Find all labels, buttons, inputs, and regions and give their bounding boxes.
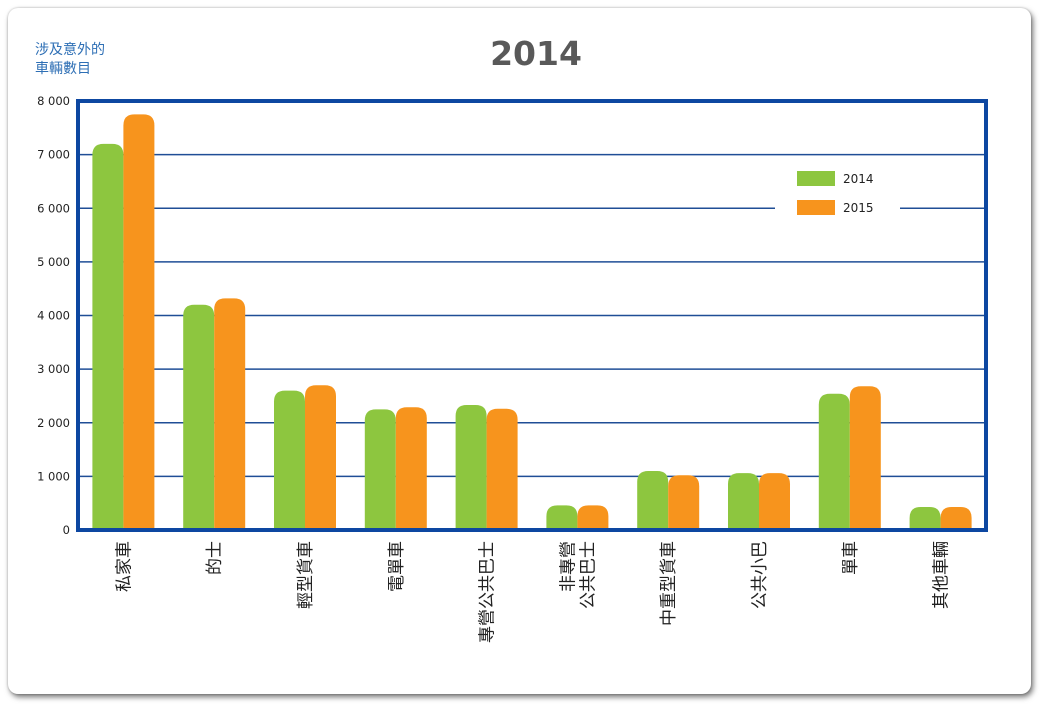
legend-label: 2014 bbox=[843, 172, 874, 186]
y-tick-label: 0 bbox=[63, 523, 70, 537]
legend-swatch-2014 bbox=[797, 171, 835, 186]
bar-2015 bbox=[486, 408, 518, 530]
y-tick-label: 7 000 bbox=[37, 148, 70, 162]
category-label: 非專營 bbox=[558, 541, 578, 592]
y-tick-label: 6 000 bbox=[37, 201, 70, 215]
y-tick-label: 2 000 bbox=[37, 416, 70, 430]
y-axis-label-line-1: 涉及意外的 bbox=[35, 42, 105, 58]
bar-2015 bbox=[849, 386, 881, 530]
y-tick-label: 8 000 bbox=[37, 94, 70, 108]
y-axis-label-line-2: 車輛數目 bbox=[35, 61, 91, 77]
category-label: 公共巴士 bbox=[578, 541, 598, 609]
bar-2015 bbox=[123, 114, 155, 530]
bar-2014 bbox=[274, 390, 305, 530]
bar-2014 bbox=[909, 506, 941, 530]
bar-2015 bbox=[395, 407, 427, 530]
y-tick-label: 1 000 bbox=[37, 469, 70, 483]
y-tick-label: 4 000 bbox=[37, 309, 70, 323]
bar-2014 bbox=[546, 505, 578, 530]
chart-title: 2014 bbox=[490, 34, 582, 73]
y-tick-label: 5 000 bbox=[37, 255, 70, 269]
bar-2014 bbox=[183, 304, 215, 530]
bar-2015 bbox=[577, 505, 609, 530]
category-label: 私家車 bbox=[114, 541, 134, 592]
bar-2014 bbox=[728, 473, 759, 530]
legend-swatch-2015 bbox=[797, 200, 835, 215]
y-axis-label: 涉及意外的 車輛數目 bbox=[35, 41, 105, 79]
bar-2014 bbox=[92, 143, 124, 530]
bar-2014 bbox=[364, 409, 396, 530]
category-label: 公共小巴 bbox=[750, 541, 770, 609]
bar-2014 bbox=[637, 471, 669, 530]
category-label: 其他車輛 bbox=[932, 541, 952, 609]
category-label: 專營公共巴士 bbox=[478, 541, 498, 643]
bar-2015 bbox=[305, 385, 336, 530]
category-label: 電單車 bbox=[387, 541, 407, 592]
plot-frame bbox=[76, 99, 988, 532]
bar-2015 bbox=[940, 506, 972, 530]
category-label: 的士 bbox=[205, 541, 225, 575]
y-tick-label: 3 000 bbox=[37, 362, 70, 376]
legend-label: 2015 bbox=[843, 201, 874, 215]
bar-2015 bbox=[668, 475, 700, 530]
chart-card bbox=[8, 8, 1031, 694]
category-label: 單車 bbox=[841, 541, 861, 575]
category-label: 中重型貨車 bbox=[659, 541, 679, 626]
bar-2014 bbox=[818, 393, 850, 530]
bar-2015 bbox=[759, 473, 790, 530]
bar-2014 bbox=[455, 405, 487, 530]
category-label: 輕型貨車 bbox=[296, 541, 316, 609]
bar-2015 bbox=[214, 298, 246, 530]
legend-box bbox=[775, 160, 900, 226]
